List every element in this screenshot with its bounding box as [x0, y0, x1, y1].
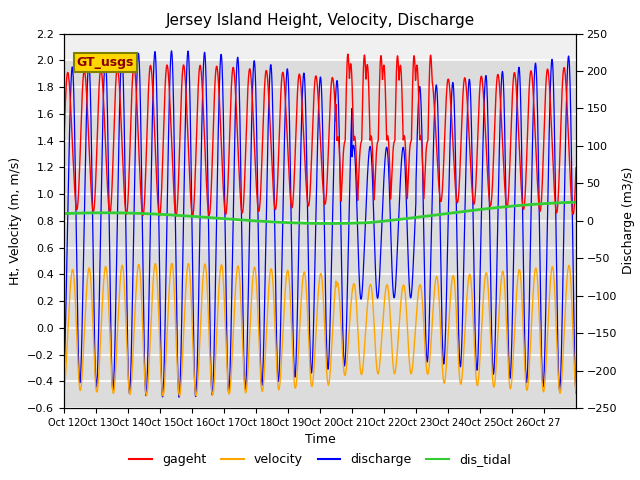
Legend: gageht, velocity, discharge, dis_tidal: gageht, velocity, discharge, dis_tidal: [124, 448, 516, 471]
Text: GT_usgs: GT_usgs: [77, 56, 134, 69]
X-axis label: Time: Time: [305, 433, 335, 446]
Y-axis label: Discharge (m3/s): Discharge (m3/s): [623, 167, 636, 275]
Y-axis label: Ht, Velocity (m, m/s): Ht, Velocity (m, m/s): [8, 157, 22, 285]
Bar: [64, 34, 576, 60]
Title: Jersey Island Height, Velocity, Discharge: Jersey Island Height, Velocity, Discharg…: [165, 13, 475, 28]
